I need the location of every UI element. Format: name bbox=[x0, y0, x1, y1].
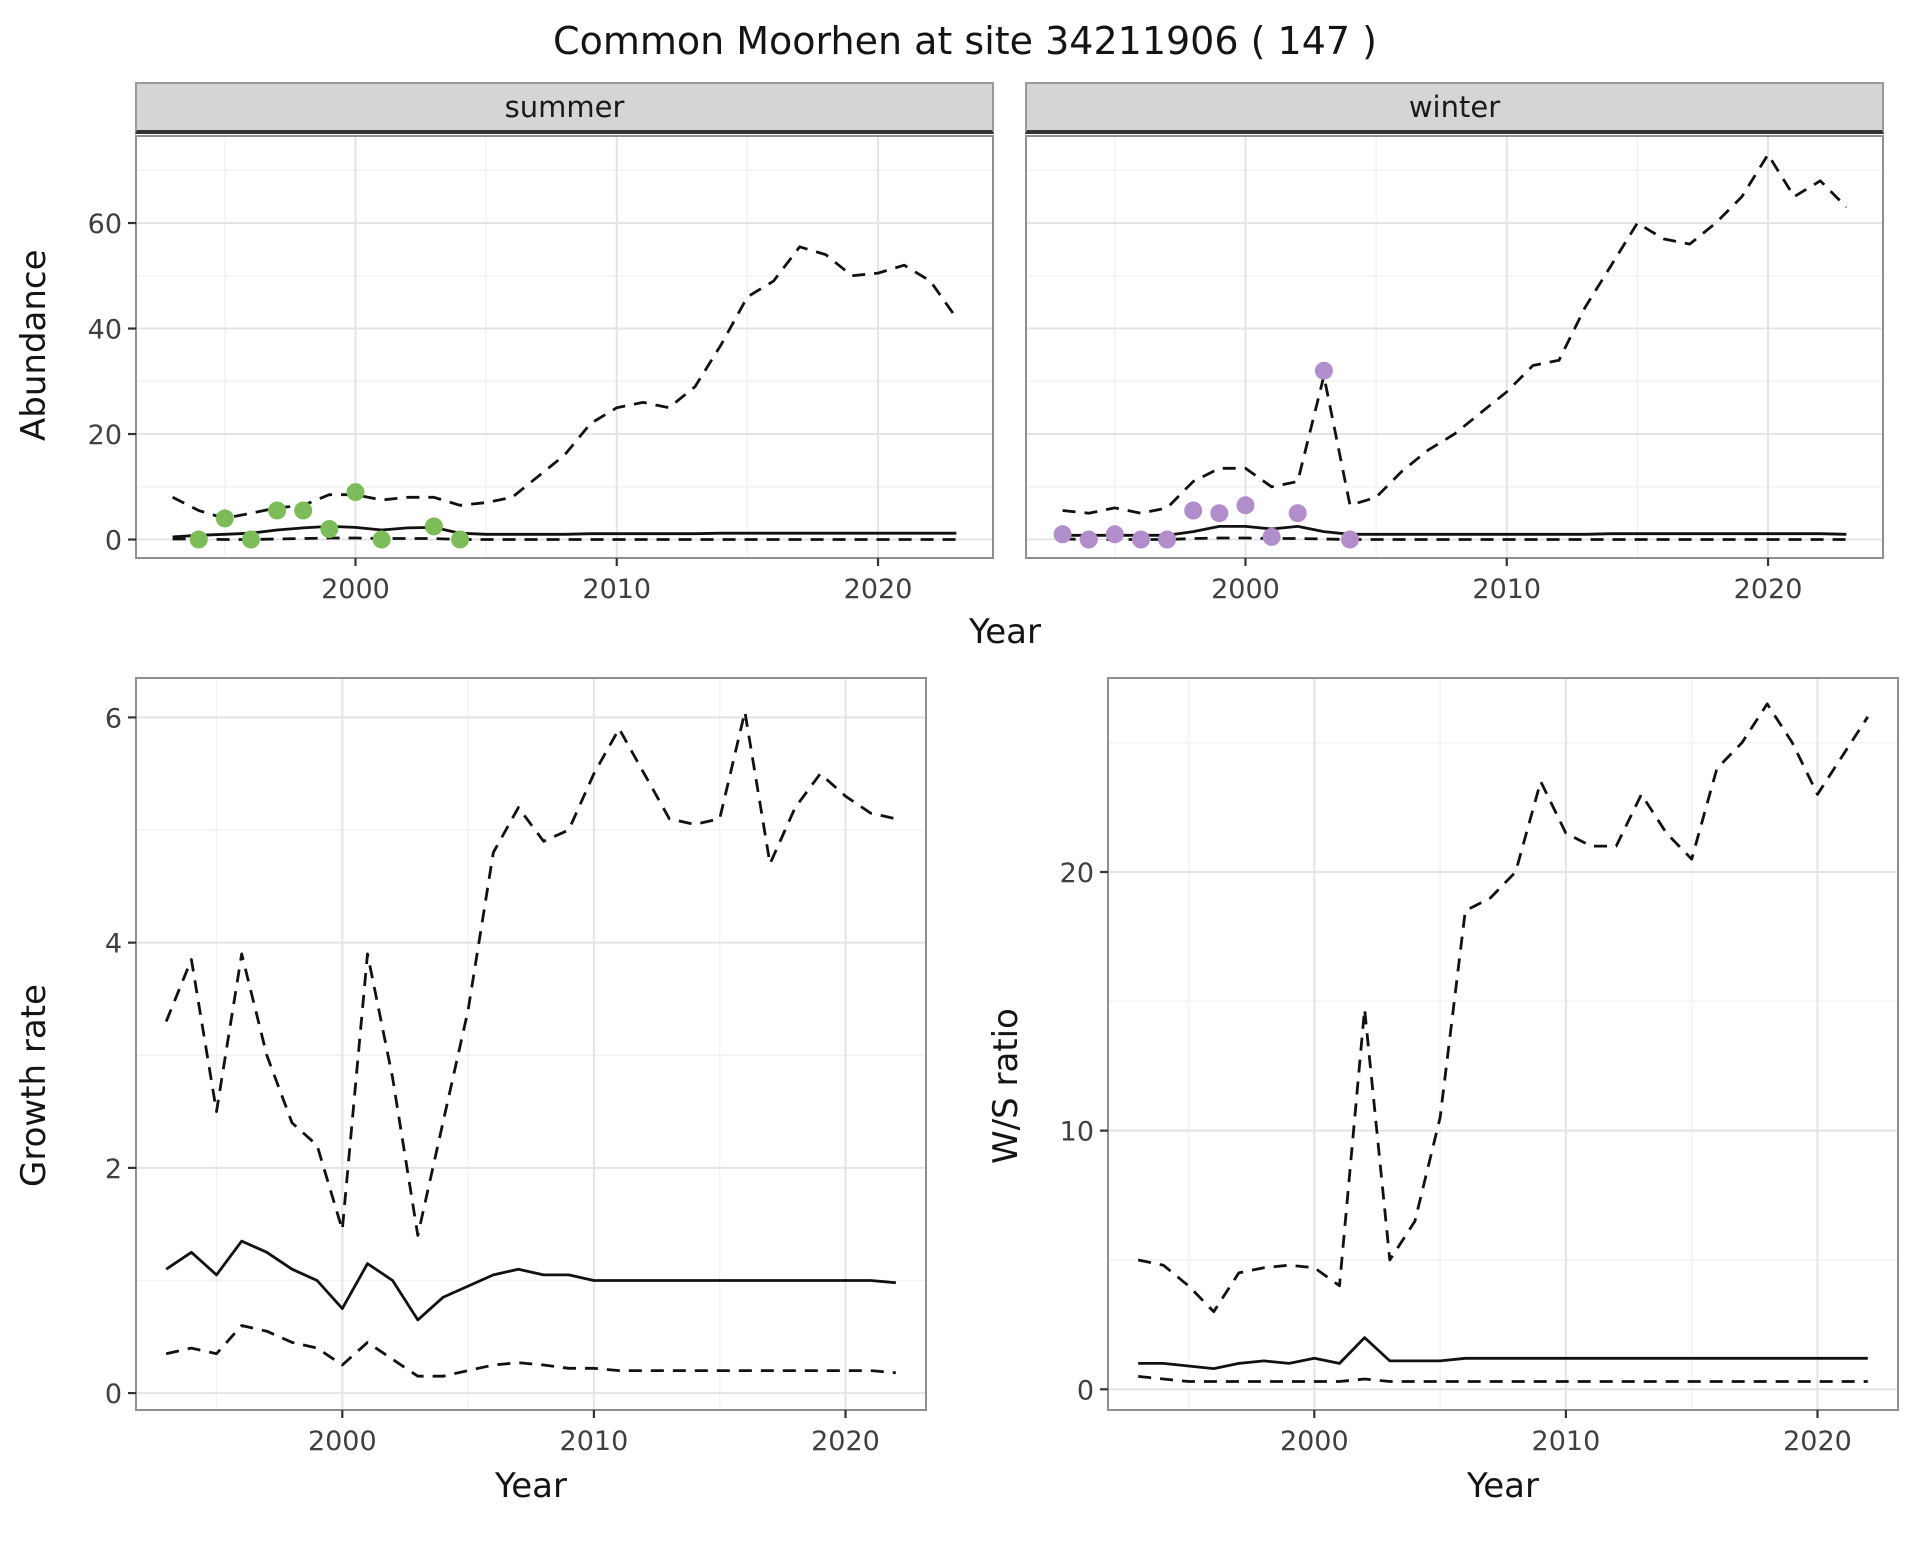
gridlines bbox=[1108, 678, 1898, 1410]
y-tick-label: 20 bbox=[1060, 858, 1094, 889]
y-tick-label: 10 bbox=[1060, 1117, 1094, 1148]
growth-rate-plot: 2000 2010 2020 0 2 4 6 bbox=[105, 677, 927, 1457]
abundance-facet-row: Abundance summer 2000 2010 2020 0 20 40 60 win… bbox=[10, 82, 1920, 608]
y-axis-label-growth-rate: Growth rate bbox=[14, 984, 54, 1188]
observation-point bbox=[242, 530, 260, 549]
observation-point bbox=[1184, 501, 1203, 520]
panel-background bbox=[136, 678, 926, 1410]
gridlines bbox=[1026, 136, 1883, 558]
x-axis-label-year-ws: Year bbox=[1467, 1466, 1539, 1506]
median-line bbox=[172, 524, 957, 539]
observation-point bbox=[268, 501, 287, 520]
y-tick-label: 4 bbox=[105, 929, 122, 960]
bottom-row: Growth rate 2000 2010 2020 0 2 4 6 Year W/S ra… bbox=[10, 666, 1920, 1506]
panel-border bbox=[135, 135, 994, 559]
x-tick-label: 2020 bbox=[1734, 574, 1803, 605]
median-line bbox=[165, 1239, 896, 1322]
x-tick-label: 2020 bbox=[844, 574, 913, 605]
observation-point bbox=[1314, 361, 1333, 380]
x-tick-label: 2000 bbox=[321, 574, 390, 605]
upper-ci-line bbox=[1137, 702, 1869, 1314]
observation-point bbox=[1158, 530, 1177, 549]
ws-ratio-subplot: W/S ratio 2000 2010 2020 0 10 20 Year bbox=[982, 666, 1910, 1506]
panel-background bbox=[1026, 136, 1883, 558]
x-tick-label: 2010 bbox=[560, 1426, 629, 1457]
observation-point bbox=[320, 520, 339, 538]
observation-point bbox=[1079, 530, 1098, 549]
panel-background bbox=[1108, 678, 1898, 1410]
observation-point bbox=[1341, 530, 1359, 549]
y-tick-label: 40 bbox=[88, 315, 122, 346]
observation-point bbox=[451, 530, 469, 549]
facet-strip-summer: summer bbox=[135, 82, 994, 134]
abundance-winter-plot: 2000 2010 2020 bbox=[1025, 135, 1884, 605]
observation-point bbox=[424, 517, 443, 536]
axis-ticks: 2000 2010 2020 0 20 40 60 bbox=[88, 209, 913, 605]
upper-ci-line bbox=[164, 710, 897, 1237]
lower-ci-line bbox=[1138, 1375, 1868, 1383]
upper-ci-line bbox=[1062, 153, 1848, 515]
observation-point bbox=[294, 501, 313, 520]
observation-point bbox=[215, 509, 234, 528]
y-axis-label-abundance: Abundance bbox=[14, 249, 54, 441]
observed-winter-points bbox=[1053, 361, 1359, 549]
observation-point bbox=[1053, 525, 1072, 544]
y-tick-label: 0 bbox=[1077, 1375, 1094, 1406]
x-tick-label: 2000 bbox=[308, 1426, 377, 1457]
panel-border bbox=[1107, 677, 1899, 1411]
x-tick-label: 2010 bbox=[1532, 1426, 1601, 1457]
axis-ticks: 2000 2010 2020 0 2 4 6 bbox=[105, 703, 880, 1457]
ws-ratio-plot: 2000 2010 2020 0 10 20 bbox=[1060, 677, 1899, 1457]
x-tick-label: 2000 bbox=[1211, 574, 1280, 605]
x-axis-label-year-top: Year bbox=[969, 612, 1041, 652]
facet-strip-winter: winter bbox=[1025, 82, 1884, 134]
y-tick-label: 6 bbox=[105, 703, 122, 734]
x-tick-label: 2020 bbox=[811, 1426, 880, 1457]
panel-border bbox=[1025, 135, 1884, 559]
observation-point bbox=[1288, 504, 1307, 523]
observation-point bbox=[1210, 504, 1229, 523]
x-tick-label: 2010 bbox=[1472, 574, 1541, 605]
observation-point bbox=[372, 530, 391, 549]
panel-border bbox=[135, 677, 927, 1411]
observation-point bbox=[1132, 530, 1150, 549]
x-axis-label-year-growth: Year bbox=[495, 1466, 567, 1506]
panel-background bbox=[136, 136, 993, 558]
series bbox=[1137, 702, 1869, 1383]
x-tick-label: 2000 bbox=[1280, 1426, 1349, 1457]
axis-ticks: 2000 2010 2020 bbox=[1211, 558, 1802, 605]
facet-summer: summer 2000 2010 2020 0 20 40 60 bbox=[58, 82, 998, 608]
observation-point bbox=[1236, 496, 1255, 515]
gridlines bbox=[136, 136, 993, 558]
x-tick-label: 2020 bbox=[1783, 1426, 1852, 1457]
observation-point bbox=[189, 530, 208, 549]
y-tick-label: 2 bbox=[105, 1154, 122, 1185]
x-tick-label: 2010 bbox=[582, 574, 651, 605]
y-axis-label-ws-ratio: W/S ratio bbox=[986, 1008, 1026, 1164]
lower-ci-line bbox=[165, 1324, 896, 1378]
growth-rate-subplot: Growth rate 2000 2010 2020 0 2 4 6 Year bbox=[10, 666, 938, 1506]
chart-title: Common Moorhen at site 34211906 ( 147 ) bbox=[553, 19, 1377, 63]
abundance-summer-plot: 2000 2010 2020 0 20 40 60 bbox=[88, 135, 994, 605]
facet-winter: winter 2000 2010 2020 bbox=[1018, 82, 1898, 608]
observation-point bbox=[346, 483, 365, 502]
median-line bbox=[1138, 1336, 1868, 1370]
series bbox=[164, 710, 897, 1378]
observation-point bbox=[1262, 527, 1281, 546]
observed-summer-points bbox=[189, 483, 469, 549]
observation-point bbox=[1105, 525, 1124, 544]
y-tick-label: 0 bbox=[105, 526, 122, 557]
axis-ticks: 2000 2010 2020 0 10 20 bbox=[1060, 858, 1852, 1457]
series bbox=[1062, 153, 1848, 541]
median-line bbox=[1062, 524, 1847, 537]
y-tick-label: 60 bbox=[88, 209, 122, 240]
y-tick-label: 20 bbox=[88, 420, 122, 451]
figure: Common Moorhen at site 34211906 ( 147 ) … bbox=[10, 19, 1920, 1506]
y-tick-label: 0 bbox=[105, 1379, 122, 1410]
